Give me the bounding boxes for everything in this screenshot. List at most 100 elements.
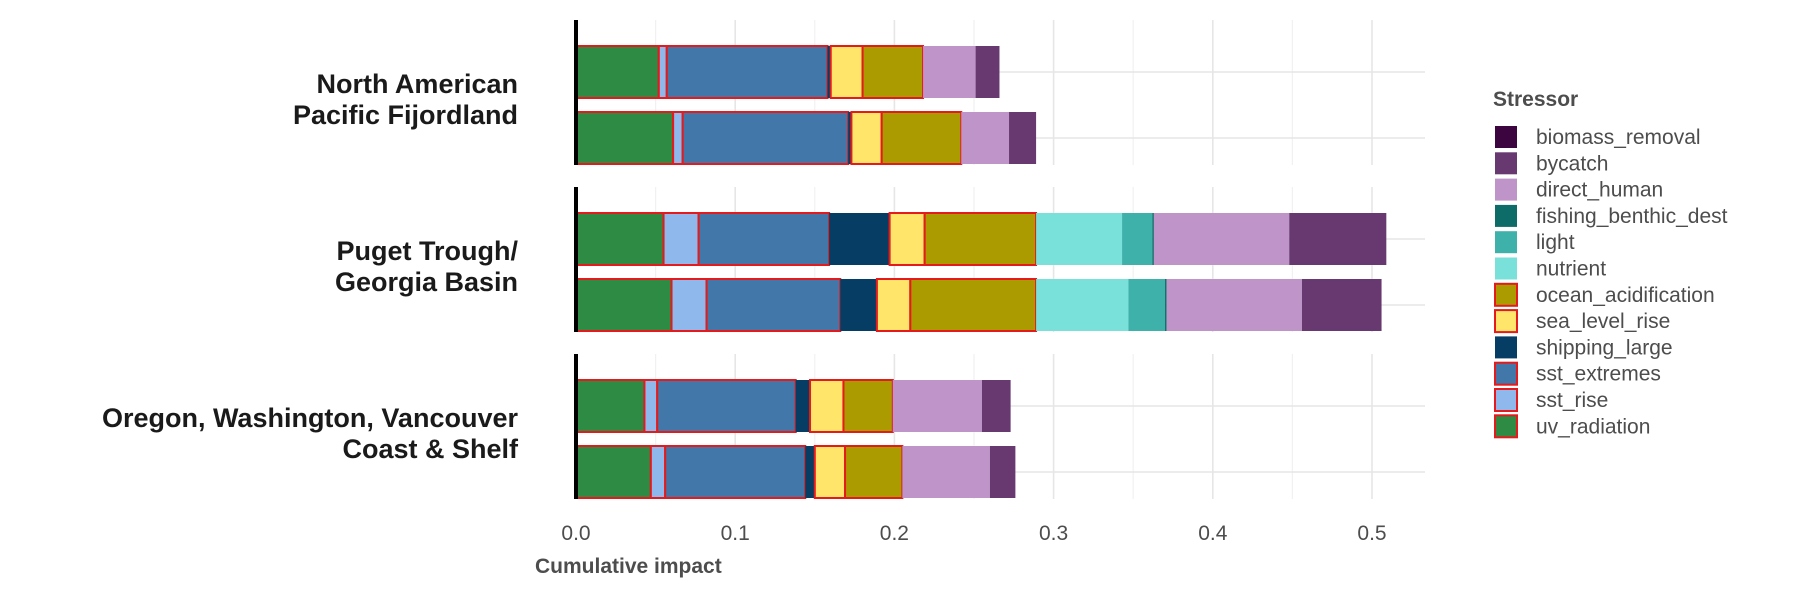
bar-segment-ocean-acidification	[923, 212, 1038, 266]
legend-key-shipping-large	[1495, 336, 1517, 359]
bar-segment-sst-rise	[649, 445, 667, 499]
bar-segment-uv-radiation	[575, 111, 675, 165]
bar-segment-nutrient	[1036, 213, 1123, 265]
bar-segment-sea-level-rise	[809, 379, 845, 433]
legend-label: sst_extremes	[1536, 363, 1661, 386]
legend-label: uv_radiation	[1536, 415, 1650, 438]
region-label-line: Georgia Basin	[335, 267, 518, 297]
bar-2	[575, 278, 1382, 332]
bar-segment-shipping-large	[840, 279, 877, 331]
bar-segment-ocean-acidification	[909, 278, 1038, 332]
legend-key-uv-radiation	[1494, 414, 1518, 439]
legend-key-fishing-benthic-dest	[1495, 204, 1517, 227]
legend-label: bycatch	[1536, 152, 1608, 175]
bar-segment-uv-radiation	[575, 212, 665, 266]
panel-3: Oregon, Washington, Vancouver Coast & She…	[102, 354, 1425, 499]
bar-segment-shipping-large	[795, 380, 811, 432]
bar-segment-uv-radiation	[575, 45, 660, 99]
region-label-line: North American	[316, 69, 518, 99]
bar-segment-bycatch	[1301, 279, 1382, 331]
bar-segment-bycatch	[989, 446, 1016, 498]
bar-segment-sst-rise	[672, 111, 684, 165]
bar-segment-ocean-acidification	[880, 111, 963, 165]
bar-segment-direct-human	[892, 380, 982, 432]
region-label-line: Pacific Fijordland	[293, 100, 518, 130]
bar-segment-direct-human	[961, 112, 1010, 164]
bar-segment-sst-extremes	[664, 445, 807, 499]
region-label: Puget Trough/Georgia Basin	[335, 236, 519, 297]
bar-segment-sea-level-rise	[888, 212, 926, 266]
legend-label: ocean_acidification	[1536, 284, 1715, 307]
legend-label: shipping_large	[1536, 336, 1673, 359]
bar-segment-sst-rise	[670, 278, 708, 332]
bar-segment-shipping-large	[829, 213, 890, 265]
bar-segment-fishing-benthic-dest	[1165, 279, 1167, 331]
bar-segment-sst-rise	[657, 45, 668, 99]
bar-segment-direct-human	[1166, 279, 1302, 331]
bar-segment-uv-radiation	[575, 379, 646, 433]
bar-segment-light	[1122, 213, 1153, 265]
bar-segment-sst-extremes	[665, 45, 829, 99]
legend-key-sst-rise	[1494, 388, 1518, 412]
bar-segment-sst-rise	[643, 379, 659, 433]
bar-segment-bycatch	[1289, 213, 1387, 265]
legend-key-nutrient	[1495, 257, 1517, 280]
x-tick-label: 0.2	[880, 522, 909, 545]
bar-segment-sst-extremes	[697, 212, 831, 266]
legend-key-sea-level-rise	[1494, 309, 1518, 334]
legend-key-biomass-removal	[1495, 126, 1517, 148]
x-tick-label: 0.5	[1357, 522, 1386, 545]
x-tick-label: 0.4	[1198, 522, 1228, 545]
legend-title: Stressor	[1493, 88, 1578, 111]
bar-segment-ocean-acidification	[844, 445, 904, 499]
x-tick-label: 0.0	[561, 522, 590, 545]
bar-segment-shipping-large	[848, 112, 852, 164]
bar-segment-bycatch	[1009, 112, 1037, 164]
bar-segment-fishing-benthic-dest	[1152, 213, 1154, 265]
bar-segment-sst-rise	[662, 212, 700, 266]
x-axis-title: Cumulative impact	[535, 555, 722, 578]
bar-segment-direct-human	[1153, 213, 1290, 265]
bar-1	[575, 45, 1000, 99]
region-label: Oregon, Washington, Vancouver Coast & She…	[102, 403, 519, 464]
bar-segment-sea-level-rise	[813, 445, 847, 499]
bar-segment-light	[1128, 279, 1166, 331]
legend-key-bycatch	[1495, 152, 1517, 175]
panel-1: North American Pacific Fijordland	[293, 20, 1425, 165]
legend-label: direct_human	[1536, 179, 1663, 202]
bar-segment-sea-level-rise	[850, 111, 883, 165]
region-label-line: Puget Trough/	[337, 236, 519, 266]
bar-segment-shipping-large	[827, 46, 831, 98]
legend-label: biomass_removal	[1536, 126, 1701, 149]
bar-segment-sst-extremes	[656, 379, 797, 433]
legend-label: sea_level_rise	[1536, 310, 1670, 333]
bar-segment-uv-radiation	[575, 445, 652, 499]
bar-2	[575, 111, 1037, 165]
bar-segment-direct-human	[902, 446, 990, 498]
bar-1	[575, 379, 1011, 433]
legend-label: fishing_benthic_dest	[1536, 205, 1728, 228]
legend-key-ocean-acidification	[1494, 282, 1518, 307]
bar-segment-bycatch	[975, 46, 1000, 98]
bar-segment-bycatch	[981, 380, 1011, 432]
region-label-line: Coast & Shelf	[342, 434, 519, 464]
bar-segment-direct-human	[923, 46, 976, 98]
bar-segment-sst-extremes	[681, 111, 850, 165]
bar-segment-uv-radiation	[575, 278, 673, 332]
x-tick-label: 0.1	[721, 522, 750, 545]
bar-segment-nutrient	[1036, 279, 1129, 331]
legend-label: nutrient	[1536, 258, 1606, 281]
legend-label: sst_rise	[1536, 389, 1608, 412]
bar-segment-ocean-acidification	[861, 45, 925, 99]
region-label: North American Pacific Fijordland	[293, 69, 518, 130]
x-tick-label: 0.3	[1039, 522, 1068, 545]
bar-segment-shipping-large	[805, 446, 815, 498]
legend-key-light	[1495, 231, 1517, 254]
panel-2: Puget Trough/Georgia Basin	[335, 187, 1425, 332]
legend-label: light	[1536, 231, 1575, 254]
bar-segment-sea-level-rise	[875, 278, 912, 332]
bar-1	[575, 212, 1387, 266]
region-label-line: Oregon, Washington, Vancouver	[102, 403, 519, 433]
